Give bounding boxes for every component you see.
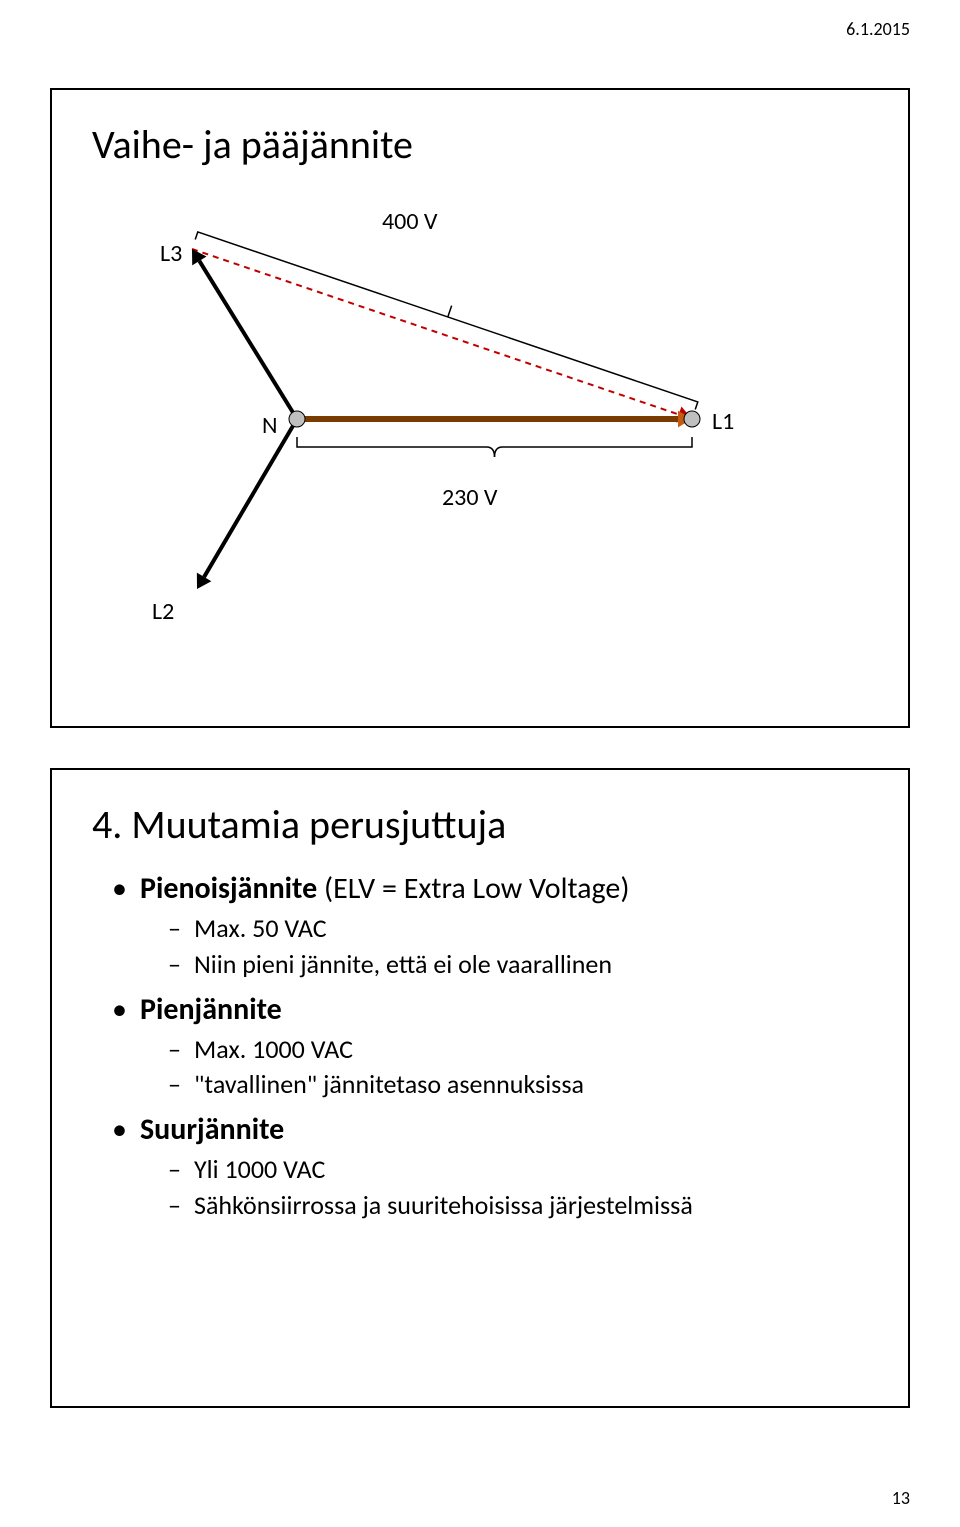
definition-item: Pienjännite Max. 1000 VAC"tavallinen" jän… xyxy=(112,990,868,1103)
definition-subitem: Max. 1000 VAC xyxy=(168,1033,868,1067)
slide-phasor: Vaihe- ja pääjännite L3 L2 L1 N 400 V 23… xyxy=(50,88,910,728)
label-n: N xyxy=(262,411,278,440)
label-l3: L3 xyxy=(160,239,182,268)
definition-head-extra: (ELV = Extra Low Voltage) xyxy=(317,870,629,907)
page: 6.1.2015 Vaihe- ja pääjännite L3 L2 L1 N… xyxy=(0,0,960,1527)
definition-head: Pienoisjännite xyxy=(140,870,317,907)
definition-subitem: Max. 50 VAC xyxy=(168,912,868,946)
slide2-title: 4. Muutamia perusjuttuja xyxy=(92,800,868,849)
label-400v: 400 V xyxy=(382,207,438,236)
definitions-list: Pienoisjännite (ELV = Extra Low Voltage)… xyxy=(112,869,868,1223)
slide1-title: Vaihe- ja pääjännite xyxy=(92,120,868,169)
definition-subitem: Yli 1000 VAC xyxy=(168,1153,868,1187)
definition-item: Suurjännite Yli 1000 VACSähkönsiirrossa j… xyxy=(112,1110,868,1223)
header-date: 6.1.2015 xyxy=(846,18,910,40)
definition-item: Pienoisjännite (ELV = Extra Low Voltage)… xyxy=(112,869,868,982)
definition-sublist: Yli 1000 VACSähkönsiirrossa ja suuriteho… xyxy=(168,1153,868,1223)
definition-subitem: "tavallinen" jännitetaso asennuksissa xyxy=(168,1068,868,1102)
definition-sublist: Max. 50 VACNiin pieni jännite, että ei o… xyxy=(168,912,868,982)
page-number: 13 xyxy=(892,1487,910,1509)
definition-sublist: Max. 1000 VAC"tavallinen" jännitetaso as… xyxy=(168,1033,868,1103)
definition-head: Suurjännite xyxy=(140,1111,284,1148)
definition-head: Pienjännite xyxy=(140,991,282,1028)
definition-subitem: Niin pieni jännite, että ei ole vaaralli… xyxy=(168,948,868,982)
definition-subitem: Sähkönsiirrossa ja suuritehoisissa järje… xyxy=(168,1189,868,1223)
label-l1: L1 xyxy=(712,407,734,436)
slide-definitions: 4. Muutamia perusjuttuja Pienoisjännite … xyxy=(50,768,910,1408)
label-230v: 230 V xyxy=(442,483,498,512)
label-l2: L2 xyxy=(152,597,174,626)
phasor-diagram: L3 L2 L1 N 400 V 230 V xyxy=(92,189,872,669)
phasor-svg xyxy=(92,189,872,669)
